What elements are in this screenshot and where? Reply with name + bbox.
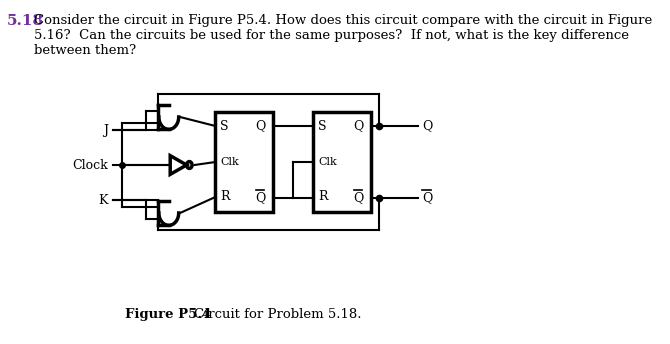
Text: Figure P5.4: Figure P5.4 <box>125 308 211 321</box>
Text: between them?: between them? <box>34 44 136 57</box>
Text: Clk: Clk <box>220 157 239 167</box>
Text: J: J <box>103 123 108 137</box>
Text: Q: Q <box>354 119 364 132</box>
Text: Consider the circuit in Figure P5.4. How does this circuit compare with the circ: Consider the circuit in Figure P5.4. How… <box>34 14 652 27</box>
Text: Clk: Clk <box>318 157 337 167</box>
Bar <box>215 112 273 212</box>
Text: Q: Q <box>422 192 432 204</box>
Text: Q: Q <box>422 119 432 132</box>
Text: 5.16?  Can the circuits be used for the same purposes?  If not, what is the key : 5.16? Can the circuits be used for the s… <box>34 29 628 42</box>
Text: Circuit for Problem 5.18.: Circuit for Problem 5.18. <box>177 308 361 321</box>
Text: R: R <box>220 191 230 204</box>
Text: Q: Q <box>255 119 266 132</box>
Text: Q: Q <box>255 192 266 204</box>
Bar <box>314 112 371 212</box>
Text: R: R <box>318 191 328 204</box>
Text: 5.18: 5.18 <box>7 14 44 28</box>
Text: Clock: Clock <box>72 159 108 172</box>
Text: K: K <box>98 193 108 206</box>
Text: S: S <box>318 119 327 132</box>
Text: S: S <box>220 119 228 132</box>
Text: Q: Q <box>354 192 364 204</box>
